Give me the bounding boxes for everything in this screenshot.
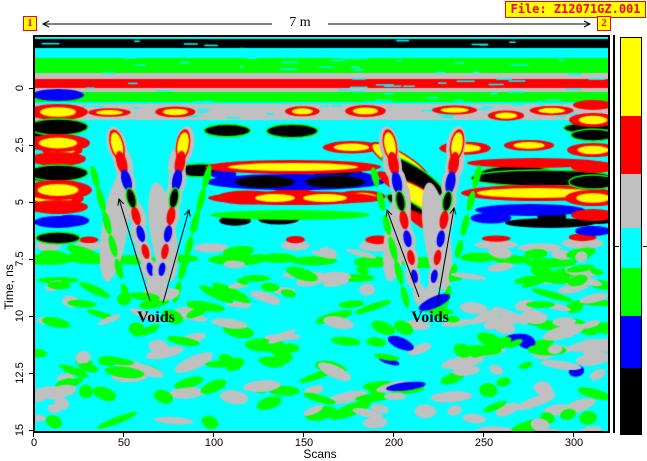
colorbar-segment (621, 268, 641, 316)
y-axis-tick-label: 15 (14, 423, 26, 437)
x-axis-tick (573, 433, 574, 437)
y-axis-tick-label: 0 (14, 84, 26, 92)
x-axis-tick (33, 433, 34, 437)
x-axis-title: Scans (303, 447, 337, 461)
y-axis-tick (29, 145, 33, 146)
colorbar-segment (621, 38, 641, 116)
profile-start-marker: 1 (23, 16, 37, 31)
y-axis-tick (29, 202, 33, 203)
y-axis-tick (29, 373, 33, 374)
colorbar-segment (621, 228, 641, 268)
colorbar-segment (621, 316, 641, 368)
y-axis-tick (29, 88, 33, 89)
x-axis-tick-label: 0 (30, 437, 38, 449)
x-axis-tick (213, 433, 214, 437)
ruler-distance-label: 7 m (272, 15, 328, 32)
x-axis-tick-label: 300 (564, 437, 584, 449)
y-axis-tick-label: 10 (14, 309, 26, 323)
y-axis-tick (29, 430, 33, 431)
x-axis-tick-label: 250 (474, 437, 494, 449)
radargram-image[interactable] (35, 37, 608, 431)
x-axis-tick-label: 50 (117, 437, 131, 449)
voids-annotation-right: Voids (411, 309, 449, 326)
colorbar-segment (621, 368, 641, 434)
colorbar-segment (621, 174, 641, 228)
radargram-plot-area (33, 35, 610, 433)
profile-end-marker: 2 (597, 16, 611, 31)
colorbar-zero-tick-right (643, 246, 647, 247)
colorbar-segment (621, 116, 641, 174)
colorbar (620, 37, 642, 435)
x-axis-tick (123, 433, 124, 437)
x-axis-tick-label: 200 (384, 437, 404, 449)
y-axis-tick-label: 12.5 (14, 362, 26, 384)
plot-right-double-border (613, 35, 615, 433)
x-axis-tick (303, 433, 304, 437)
file-name-badge: File: Z12071GZ.001 (505, 1, 646, 18)
y-axis-tick (29, 316, 33, 317)
y-axis-title: Time, ns (2, 264, 16, 310)
x-axis-tick (393, 433, 394, 437)
colorbar-zero-tick-left (615, 246, 619, 247)
x-axis-tick (483, 433, 484, 437)
x-axis-tick-label: 150 (294, 437, 314, 449)
y-axis-tick-label: 2.5 (14, 137, 26, 153)
y-axis-tick-label: 7.5 (14, 251, 26, 267)
x-axis-tick-label: 100 (204, 437, 224, 449)
voids-annotation-left: Voids (137, 309, 175, 326)
y-axis-tick-label: 5 (14, 198, 26, 206)
y-axis-tick (29, 259, 33, 260)
